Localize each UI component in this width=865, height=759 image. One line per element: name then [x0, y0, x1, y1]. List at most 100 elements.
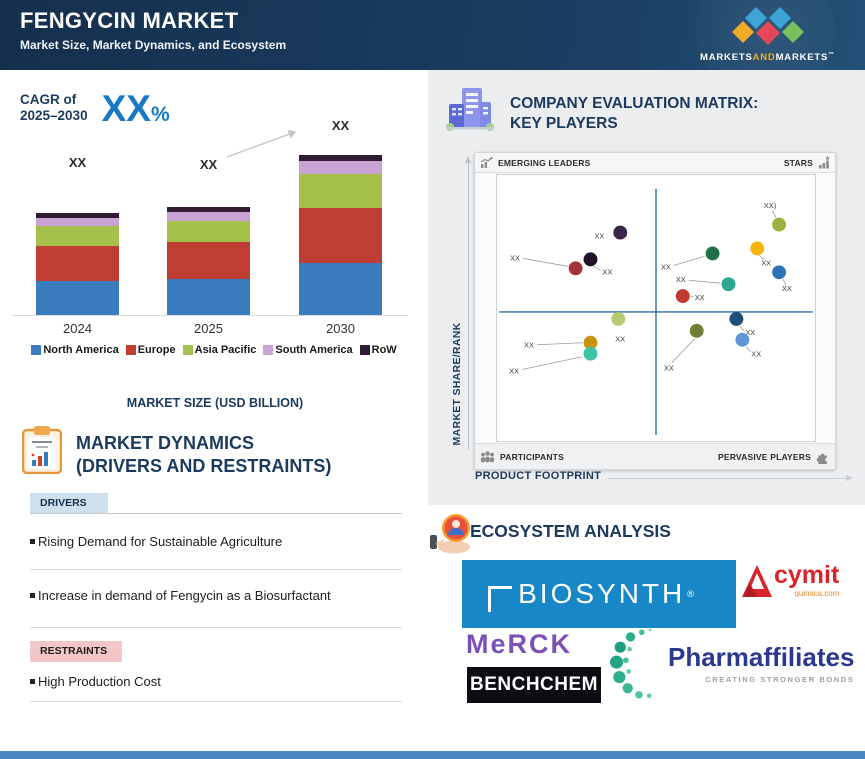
matrix-dot-label: XX: [676, 275, 686, 284]
company-evaluation-section: COMPANY EVALUATION MATRIX: KEY PLAYERS M…: [428, 70, 865, 505]
matrix-dot: [611, 311, 626, 326]
puzzle-icon: [816, 450, 830, 464]
matrix-dot-label: XX: [745, 328, 755, 337]
brand-tm: ™: [828, 52, 835, 58]
biosynth-wordmark: BIOSYNTH: [518, 578, 686, 609]
participants-people-icon: [480, 450, 495, 463]
pharmaffiliates-wordmark: Pharmaffiliates: [668, 642, 855, 672]
matrix-dot: [705, 246, 720, 261]
legend-item: Asia Pacific: [182, 344, 257, 356]
matrix-dot-label: XX: [602, 267, 612, 276]
logo-diamonds-icon: [731, 7, 804, 45]
legend-swatch: [182, 345, 193, 355]
matrix-dot: [583, 335, 598, 350]
bullet-icon: [30, 593, 35, 598]
matrix-dot: [583, 252, 598, 267]
cagr-label-line1: CAGR of: [20, 92, 77, 107]
market-dynamics-header: MARKET DYNAMICS (DRIVERS AND RESTRAINTS): [22, 426, 331, 477]
quadrant-label-participants: PARTICIPANTS: [500, 451, 564, 462]
legend-item: South America: [263, 344, 353, 356]
chart-legend: North America Europe Asia Pacific South Ame…: [0, 344, 428, 356]
matrix-title-line2: KEY PLAYERS: [510, 115, 618, 133]
bar-segment: [299, 263, 382, 315]
cagr-label: CAGR of 2025–2030: [20, 92, 88, 123]
legend-label: RoW: [371, 344, 397, 356]
bullet-icon: [30, 679, 35, 684]
bars-star-icon: [818, 156, 830, 169]
biosynth-bracket-icon: [488, 586, 512, 612]
quadrant-label-emerging-leaders: EMERGING LEADERS: [498, 157, 591, 168]
matrix-dot-label: XX: [751, 350, 761, 359]
bar-segment: [167, 279, 250, 315]
drivers-list: Rising Demand for Sustainable Agricultur…: [30, 520, 402, 628]
matrix-title-line1: COMPANY EVALUATION MATRIX:: [510, 95, 759, 112]
trend-chart-icon: [480, 156, 493, 169]
cymit-triangle-icon: [742, 565, 772, 597]
list-item: Increase in demand of Fengycin as a Bios…: [30, 570, 402, 628]
logo-cymit: cymit quimica.com: [740, 563, 839, 603]
bar-segment: [36, 246, 119, 281]
legend-label: Asia Pacific: [194, 344, 257, 356]
x-axis-arrow-icon: [846, 475, 853, 481]
ecosystem-title: ECOSYSTEM ANALYSIS: [470, 521, 671, 541]
restraints-tab: RESTRAINTS: [30, 641, 122, 662]
legend-swatch: [125, 345, 136, 355]
cagr-unit: %: [150, 103, 170, 126]
y-axis-arrow-icon: [465, 156, 471, 163]
bar-segment: [36, 218, 119, 226]
matrix-dot-label: XX): [764, 201, 777, 210]
bullet-text: High Production Cost: [38, 674, 161, 689]
matrix-dot-label: XX: [695, 293, 705, 302]
matrix-dot: [583, 346, 598, 361]
logo-merck: MeRCK: [466, 629, 573, 659]
bullet-icon: [30, 539, 35, 544]
bar-segment: [167, 207, 250, 212]
legend-swatch: [359, 345, 370, 355]
chart-caption: MARKET SIZE (USD BILLION): [126, 396, 304, 410]
matrix-plot-area: XX XX XX XX XX XX) XX XX XX XX XX XX XX XX XX: [496, 174, 816, 442]
y-axis-line: [468, 162, 469, 450]
bar-value-label: XX: [199, 157, 218, 172]
bar-segment: [167, 212, 250, 221]
matrix-dot-label: XX: [510, 253, 520, 262]
x-tick-label: 2024: [63, 321, 92, 336]
matrix-dot: [750, 241, 765, 256]
biosynth-reg-mark: ®: [687, 589, 694, 599]
page-title: FENGYCIN MARKET: [20, 8, 239, 33]
legend-swatch: [31, 345, 42, 355]
bar-segment: [167, 221, 250, 242]
matrix-dot-label: XX: [664, 364, 674, 373]
market-dynamics-title-line2: (DRIVERS AND RESTRAINTS): [76, 455, 332, 476]
x-axis-line: [608, 478, 848, 479]
bar-segment: [36, 226, 119, 246]
brand-wordmark: MARKETSANDMARKETS™: [680, 52, 855, 63]
ecosystem-section: ECOSYSTEM ANALYSIS BIOSYNTH ® cymit quim…: [428, 505, 865, 751]
drivers-tab-underline: [30, 513, 402, 514]
page-subtitle: Market Size, Market Dynamics, and Ecosys…: [20, 38, 287, 52]
buildings-icon: [446, 88, 494, 131]
legend-item: Europe: [125, 344, 176, 356]
cymit-subtext: quimica.com: [794, 589, 840, 598]
bar-segment: [36, 281, 119, 315]
matrix-bottom-strip: PARTICIPANTS PERVASIVE PLAYERS: [475, 443, 835, 469]
person-in-hand-icon: [430, 514, 470, 554]
matrix-dot-label: XX: [661, 262, 671, 271]
matrix-dot: [772, 217, 787, 232]
cagr-block: CAGR of 2025–2030 XX%: [20, 90, 170, 127]
brand-part1: MARKETS: [700, 52, 753, 64]
bar-segment: [299, 174, 382, 208]
matrix-dot: [675, 289, 690, 304]
logo-biosynth: BIOSYNTH ®: [462, 560, 736, 628]
bar-segment: [36, 213, 119, 218]
legend-swatch: [263, 345, 274, 355]
logo-benchchem: BENCHCHEM: [467, 667, 601, 703]
pharmaffiliates-crescent-icon: [610, 628, 652, 699]
logo-pharmaffiliates: Pharmaffiliates CREATING STRONGER BONDS: [610, 627, 854, 701]
legend-label: South America: [275, 344, 353, 356]
matrix-dot-label: XX: [782, 284, 792, 293]
brand-part2: AND: [752, 52, 776, 64]
matrix-dot: [568, 261, 583, 276]
bullet-text: Rising Demand for Sustainable Agricultur…: [38, 534, 283, 549]
x-tick-label: 2025: [194, 321, 223, 336]
